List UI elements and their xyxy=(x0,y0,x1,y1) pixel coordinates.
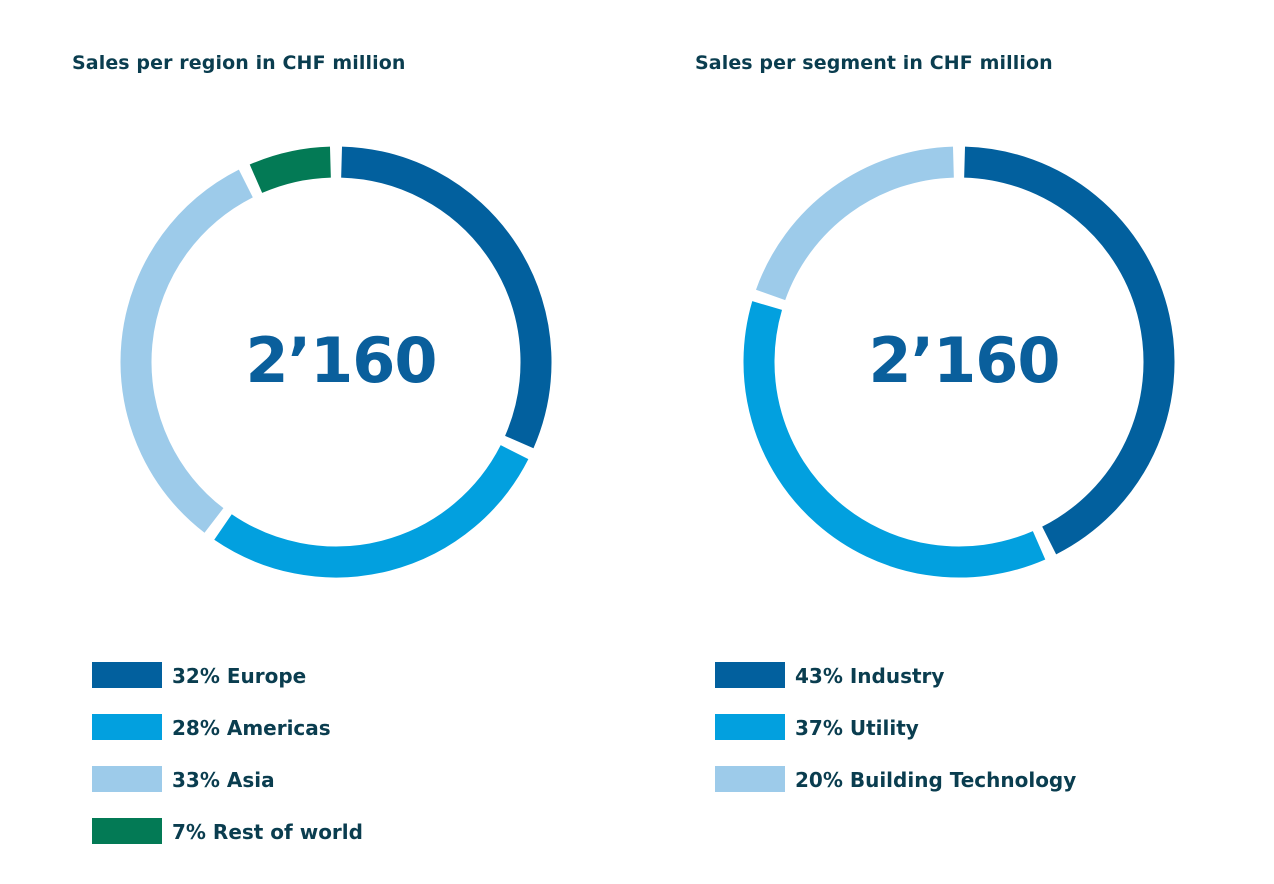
legend-label-americas: 28% Americas xyxy=(172,716,331,740)
legend-label-asia: 33% Asia xyxy=(172,768,275,792)
legend-label-utility: 37% Utility xyxy=(795,716,919,740)
legend-swatch-utility xyxy=(715,714,785,740)
legend-swatch-americas xyxy=(92,714,162,740)
region-chart-panel: Sales per region in CHF million 2’160 32… xyxy=(0,0,600,884)
legend-label-industry: 43% Industry xyxy=(795,664,945,688)
segment-chart-title: Sales per segment in CHF million xyxy=(695,52,1053,74)
legend-swatch-building-technology xyxy=(715,766,785,792)
region-total-value: 2’160 xyxy=(245,324,437,397)
legend-label-building-technology: 20% Building Technology xyxy=(795,768,1077,792)
legend-swatch-industry xyxy=(715,662,785,688)
donut-slice-americas xyxy=(214,445,529,578)
legend-label-europe: 32% Europe xyxy=(172,664,307,688)
donut-slice-building-technology xyxy=(755,146,955,301)
segment-chart-panel: Sales per segment in CHF million 2’160 4… xyxy=(623,0,1223,884)
legend-label-rest-of-world: 7% Rest of world xyxy=(172,820,363,844)
legend-swatch-europe xyxy=(92,662,162,688)
donut-slice-asia xyxy=(120,169,253,533)
segment-donut-chart xyxy=(743,146,1175,578)
donut-slice-utility xyxy=(743,301,1046,578)
legend-swatch-rest-of-world xyxy=(92,818,162,844)
region-chart-title: Sales per region in CHF million xyxy=(72,52,406,74)
donut-slice-industry xyxy=(964,146,1175,555)
donut-slice-europe xyxy=(341,146,552,449)
segment-total-value: 2’160 xyxy=(868,324,1060,397)
donut-slice-rest-of-world xyxy=(249,146,332,194)
legend-swatch-asia xyxy=(92,766,162,792)
region-donut-chart xyxy=(120,146,552,578)
